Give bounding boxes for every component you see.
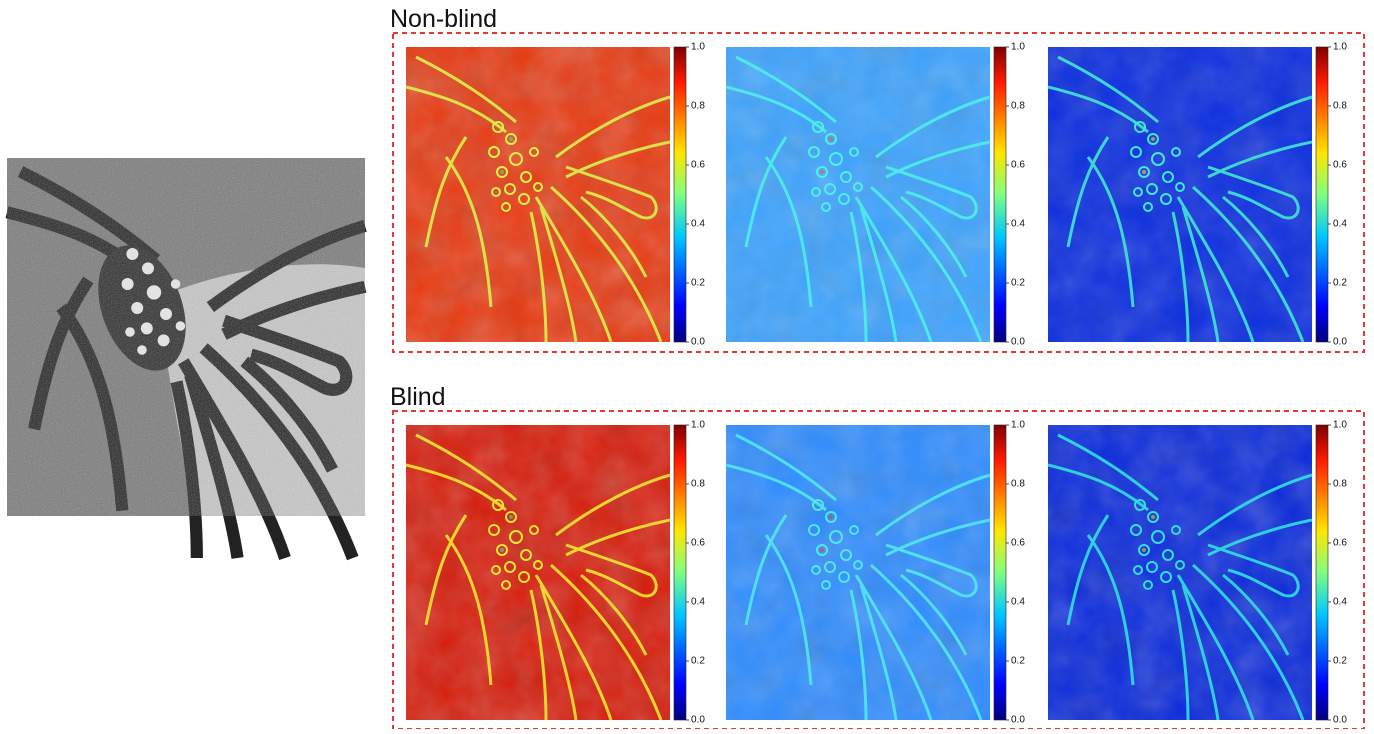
colorbar-tick-label: 0.6 [1333,538,1347,549]
section-title: Non-blind [390,5,497,33]
heatmap [1048,47,1312,342]
colorbar-tick-label: 0.6 [1333,160,1347,171]
section-title: Blind [390,383,446,411]
colorbar-tick-label: 0.4 [691,219,705,230]
colorbar-tick-label: 1.0 [1333,420,1347,431]
colorbar [994,425,1006,720]
colorbar-tick-label: 0.2 [1333,656,1347,667]
colorbar-tick-label: 0.8 [1333,101,1347,112]
figure: Non-blind 0.0 0.2 0.4 0.6 0.8 1.0 0.0 0.2 0.4 0.6 0… [0,0,1374,729]
colorbar-tick-label: 0.2 [1011,656,1025,667]
colorbar-tick-label: 0.4 [691,597,705,608]
colorbar-tick-label: 0.0 [1011,715,1025,726]
colorbar-tick-label: 0.8 [1011,101,1025,112]
colorbar-tick-label: 0.8 [691,101,705,112]
hot-spot [1142,548,1146,552]
colorbar-tick-label: 1.0 [1011,42,1025,53]
heatmap-texture [406,425,670,720]
heatmap-texture [726,47,990,342]
colorbar-tick-label: 0.6 [691,160,705,171]
colorbar-tick-label: 0.2 [691,656,705,667]
colorbar-tick-label: 0.4 [1011,597,1025,608]
hot-spot [1142,170,1146,174]
heatmap [406,425,670,720]
colorbar-tick-label: 0.0 [1011,337,1025,348]
hot-spot [820,548,824,552]
hot-spot [829,137,833,141]
heatmap [406,47,670,342]
heatmap-texture [726,425,990,720]
colorbar-tick-label: 0.4 [1011,219,1025,230]
hot-spot [820,170,824,174]
hot-spot [829,515,833,519]
colorbar-tick-label: 0.0 [691,715,705,726]
colorbar-tick-label: 1.0 [691,420,705,431]
hot-spot [500,170,504,174]
hot-spot [1151,137,1155,141]
colorbar-tick-label: 0.8 [1333,479,1347,490]
input-image [7,158,365,558]
heatmap [726,425,990,720]
hot-spot [1151,515,1155,519]
colorbar-tick-label: 0.0 [1333,337,1347,348]
colorbar-tick-label: 0.6 [1011,160,1025,171]
colorbar [994,47,1006,342]
colorbar-tick-label: 0.0 [691,337,705,348]
colorbar-tick-label: 1.0 [1011,420,1025,431]
colorbar [674,47,686,342]
hot-spot [509,515,513,519]
colorbar [1316,47,1328,342]
colorbar [1316,425,1328,720]
colorbar-tick-label: 0.6 [1011,538,1025,549]
colorbar-tick-label: 1.0 [1333,42,1347,53]
heatmap-texture [1048,425,1312,720]
heatmap-texture [1048,47,1312,342]
colorbar-tick-label: 0.2 [691,278,705,289]
hot-spot [500,548,504,552]
heatmap [1048,425,1312,720]
colorbar-tick-label: 0.2 [1333,278,1347,289]
colorbar-tick-label: 0.4 [1333,597,1347,608]
colorbar [674,425,686,720]
colorbar-tick-label: 0.8 [691,479,705,490]
heatmap-texture [406,47,670,342]
colorbar-tick-label: 0.6 [691,538,705,549]
colorbar-tick-label: 0.0 [1333,715,1347,726]
heatmap [726,47,990,342]
hot-spot [509,137,513,141]
colorbar-tick-label: 0.2 [1011,278,1025,289]
colorbar-tick-label: 0.8 [1011,479,1025,490]
colorbar-tick-label: 1.0 [691,42,705,53]
colorbar-tick-label: 0.4 [1333,219,1347,230]
